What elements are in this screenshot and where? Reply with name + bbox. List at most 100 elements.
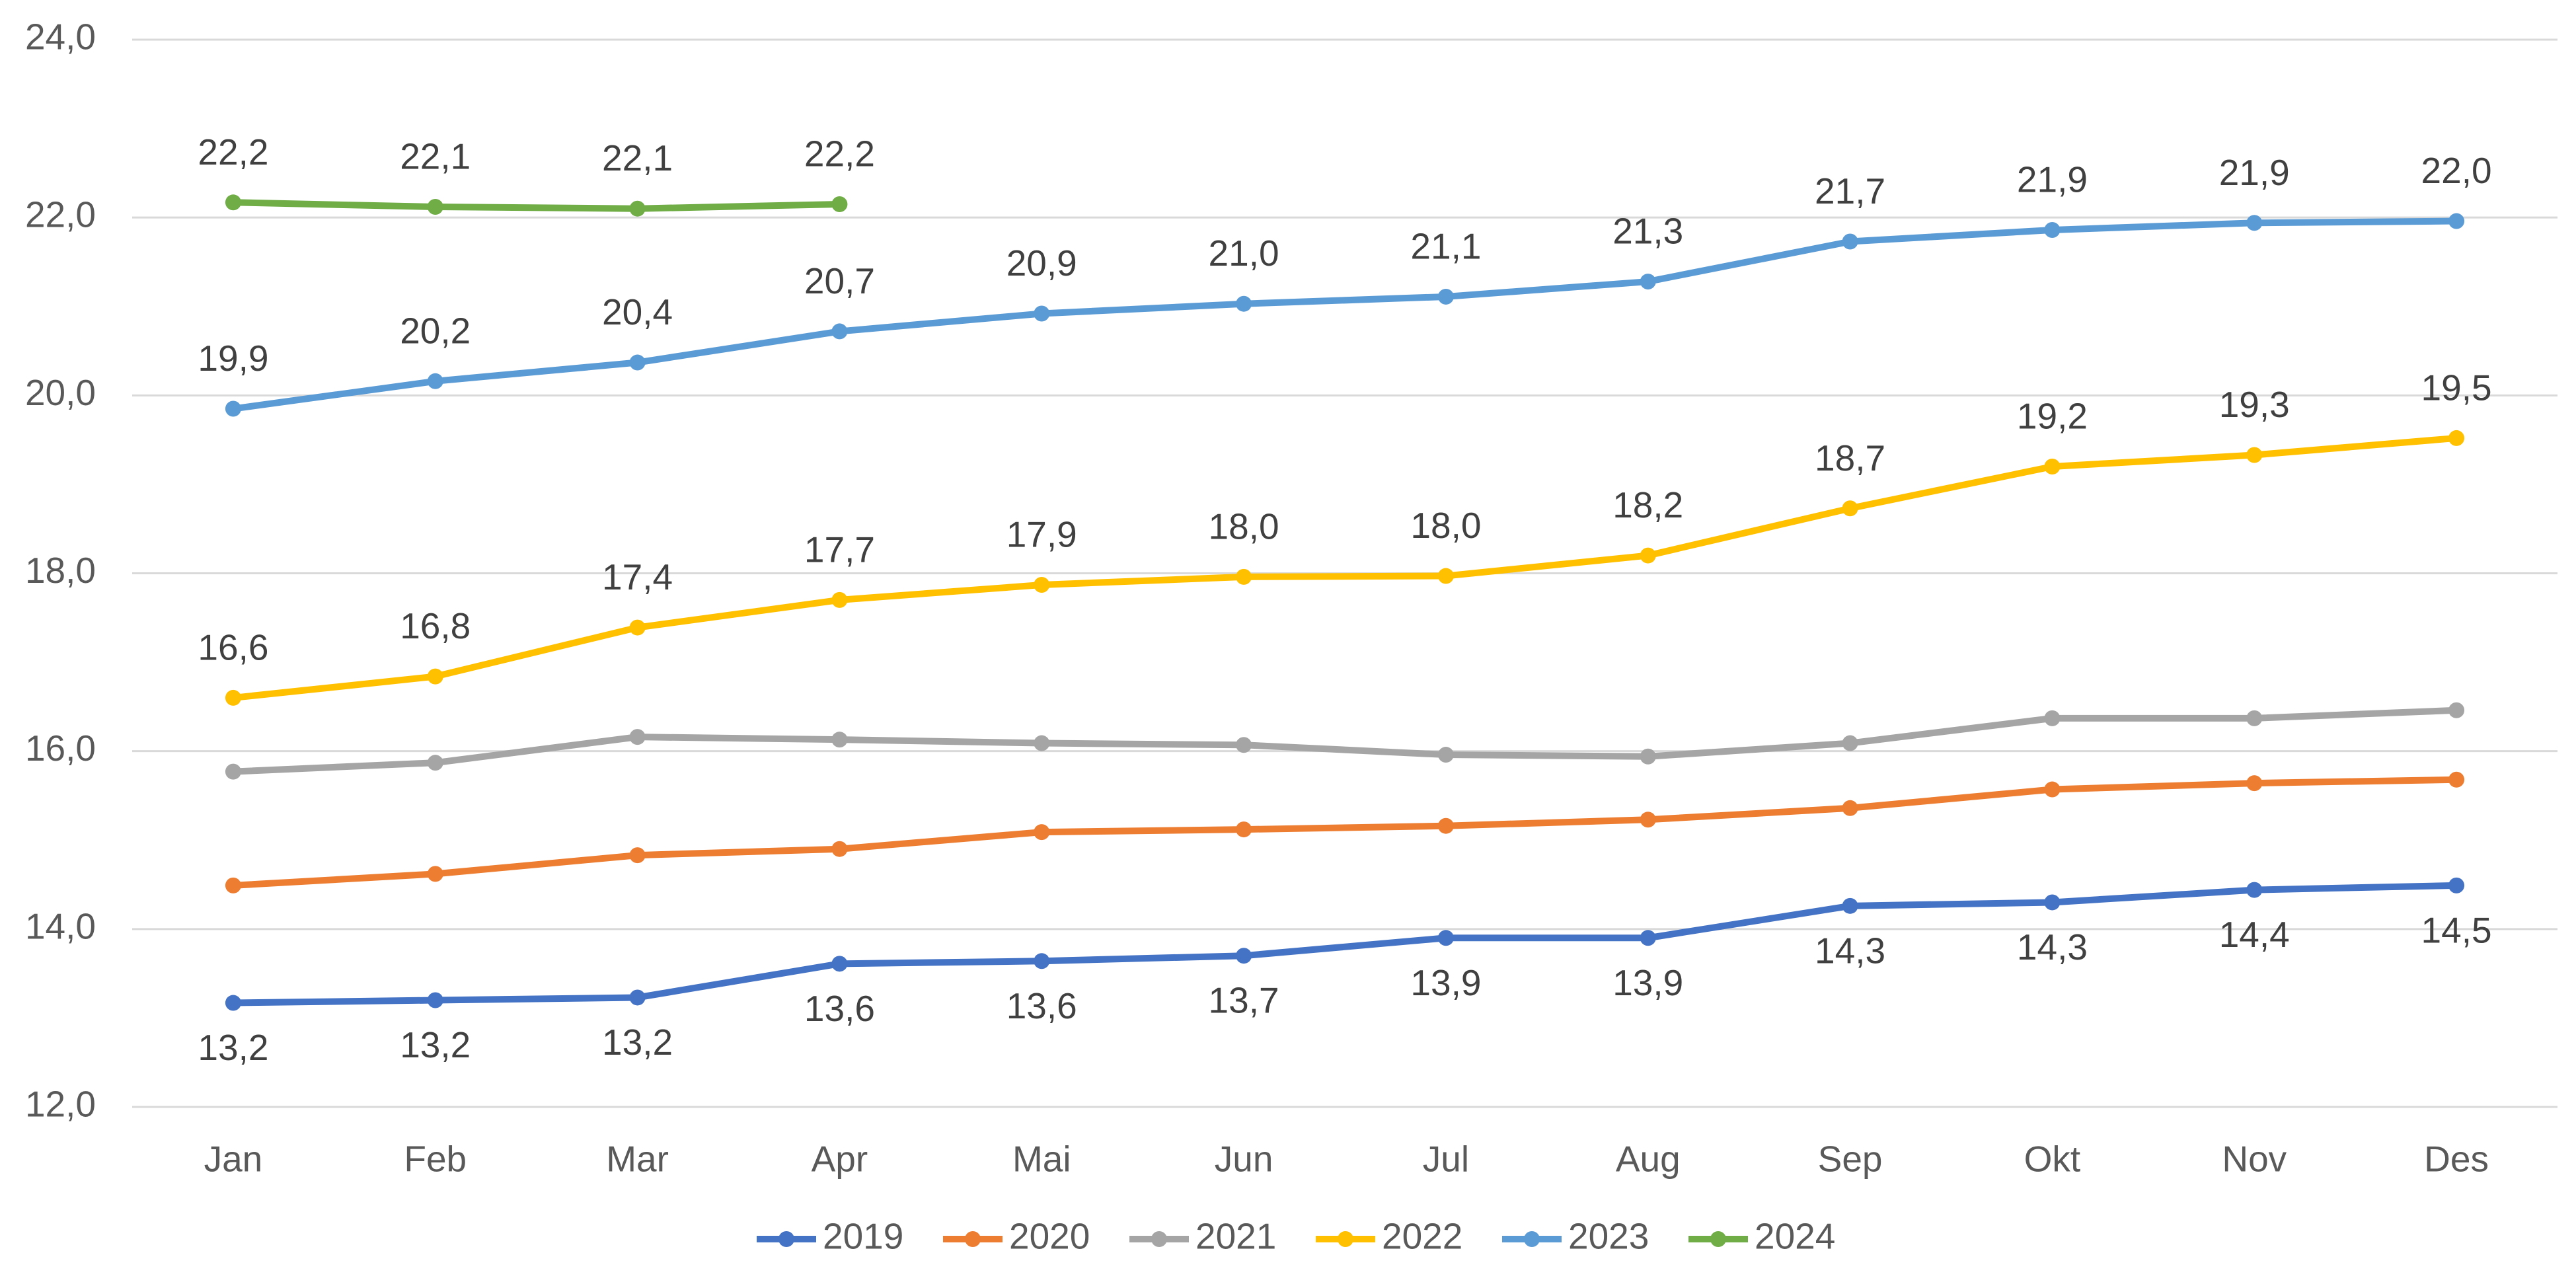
data-label: 20,9 [1006, 243, 1077, 284]
data-point [1842, 500, 1858, 517]
legend: 2019 2020 2021 2022 2023 2024 [757, 1216, 1835, 1257]
x-tick-label: Mar [606, 1139, 669, 1180]
data-point [2246, 215, 2263, 231]
legend-label: 2021 [1195, 1216, 1276, 1257]
data-label: 19,5 [2421, 367, 2492, 408]
data-label: 20,4 [602, 291, 673, 332]
data-point [1640, 812, 1656, 828]
data-label: 21,9 [2219, 152, 2290, 193]
series-line [229, 882, 2460, 1006]
series-line [229, 776, 2460, 889]
data-point [1640, 930, 1656, 946]
data-label: 13,9 [1612, 962, 1683, 1003]
data-point [427, 668, 443, 685]
data-point [1640, 547, 1656, 564]
data-point [1842, 800, 1858, 816]
data-label: 20,7 [804, 260, 875, 301]
data-label: 14,5 [2421, 909, 2492, 950]
data-point [2448, 213, 2465, 229]
data-label: 18,0 [1209, 506, 1279, 547]
legend-label: 2020 [1009, 1216, 1090, 1257]
data-label: 22,0 [2421, 150, 2492, 191]
data-point [629, 729, 646, 745]
data-label: 20,2 [400, 310, 471, 351]
data-label: 17,4 [602, 556, 673, 597]
y-tick-label: 20,0 [25, 372, 96, 413]
legend-label: 2022 [1382, 1216, 1462, 1257]
data-point [1842, 233, 1858, 250]
data-point [1236, 295, 1252, 312]
data-label: 14,3 [1815, 930, 1885, 971]
data-point [427, 755, 443, 771]
series-line [229, 199, 843, 212]
data-point [427, 199, 443, 215]
x-tick-label: Okt [2024, 1139, 2081, 1180]
data-point [427, 866, 443, 882]
data-label: 17,7 [804, 529, 875, 570]
data-point [427, 373, 443, 389]
series-line [229, 217, 2460, 412]
data-label: 21,1 [1410, 225, 1481, 266]
data-point [2044, 781, 2061, 798]
legend-label: 2024 [1755, 1216, 1835, 1257]
data-point [1034, 305, 1050, 322]
data-point [2448, 877, 2465, 893]
data-label: 13,2 [198, 1027, 268, 1068]
data-label: 13,6 [804, 988, 875, 1029]
data-point [1842, 897, 1858, 914]
data-label: 14,4 [2219, 914, 2290, 955]
data-point [2448, 771, 2465, 788]
x-tick-label: Des [2424, 1139, 2489, 1180]
x-tick-label: Jul [1423, 1139, 1469, 1180]
legend-marker [1151, 1231, 1167, 1247]
legend-label: 2023 [1568, 1216, 1649, 1257]
data-point [1236, 568, 1252, 585]
data-label: 13,9 [1410, 962, 1481, 1003]
y-tick-label: 18,0 [25, 550, 96, 591]
data-label: 22,1 [400, 136, 471, 177]
data-label: 18,0 [1410, 505, 1481, 546]
data-point [629, 847, 646, 864]
y-tick-label: 22,0 [25, 194, 96, 235]
data-point [1034, 824, 1050, 841]
data-point [1034, 953, 1050, 969]
data-label: 21,9 [2017, 159, 2088, 200]
data-label: 16,6 [198, 626, 268, 667]
data-point [629, 354, 646, 371]
data-point [1034, 735, 1050, 751]
data-point [2448, 702, 2465, 718]
x-tick-label: Mai [1012, 1139, 1071, 1180]
data-point [2044, 894, 2061, 911]
series-line [229, 706, 2460, 775]
data-point [831, 196, 848, 212]
data-point [2448, 430, 2465, 446]
data-point [2246, 882, 2263, 898]
legend-label: 2019 [823, 1216, 903, 1257]
legend-marker [1338, 1231, 1353, 1247]
legend-marker [1524, 1231, 1540, 1247]
data-point [225, 763, 241, 780]
data-point [427, 992, 443, 1008]
data-point [2246, 447, 2263, 463]
data-label: 22,2 [804, 133, 875, 174]
data-point [1437, 568, 1454, 584]
data-point [2044, 222, 2061, 239]
data-label: 18,2 [1612, 484, 1683, 525]
data-point [831, 323, 848, 340]
x-tick-label: Jan [204, 1139, 263, 1180]
x-tick-label: Nov [2222, 1139, 2287, 1180]
data-label: 21,3 [1612, 211, 1683, 252]
legend-marker [965, 1231, 981, 1247]
data-label: 18,7 [1815, 437, 1885, 478]
x-tick-label: Feb [404, 1139, 467, 1180]
data-point [1034, 576, 1050, 593]
y-tick-label: 14,0 [25, 905, 96, 946]
data-label: 21,7 [1815, 170, 1885, 211]
x-tick-label: Sep [1818, 1139, 1883, 1180]
data-point [1842, 735, 1858, 751]
data-label: 19,3 [2219, 384, 2290, 425]
data-label: 13,7 [1209, 980, 1279, 1021]
data-point [831, 841, 848, 857]
